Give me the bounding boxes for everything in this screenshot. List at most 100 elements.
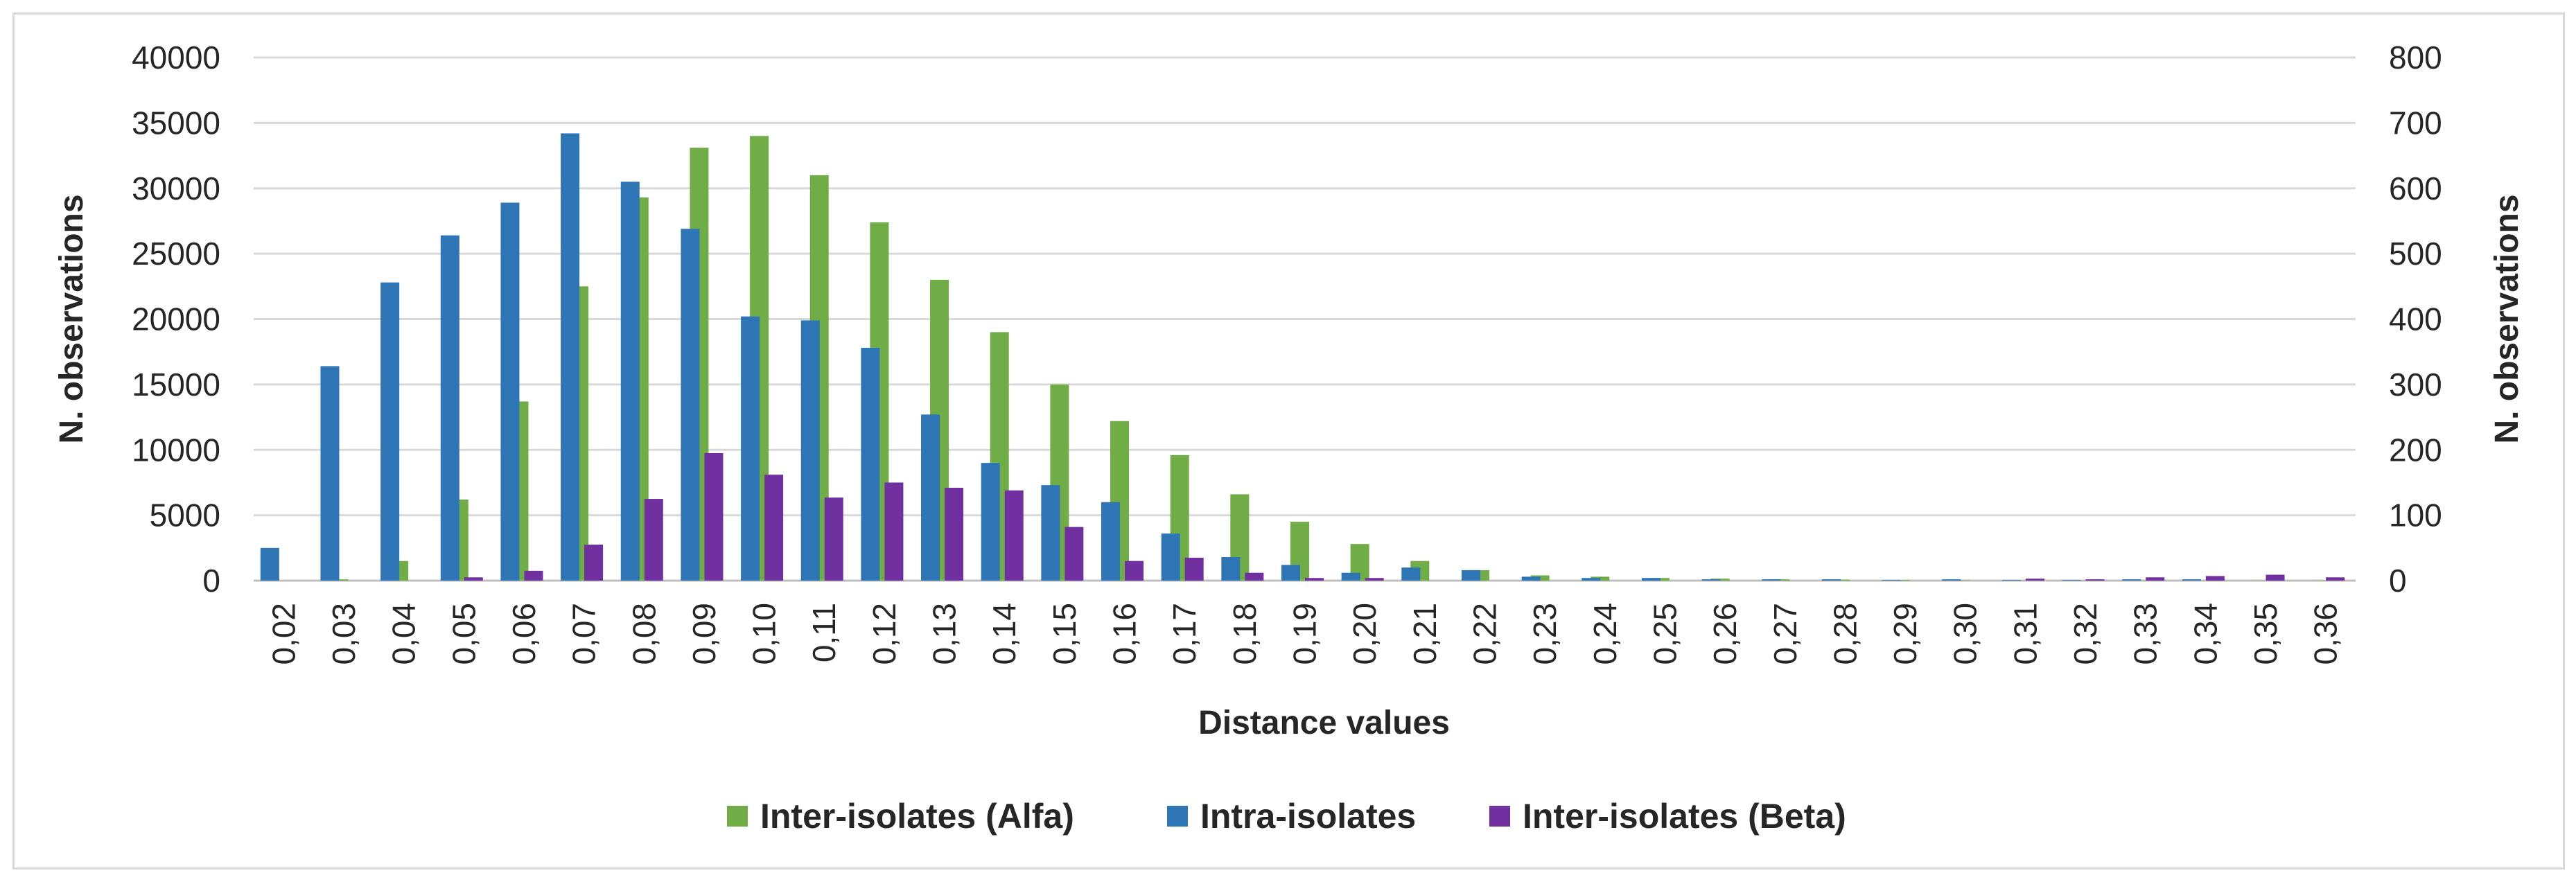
y-tick-right-label: 100 xyxy=(2389,497,2442,533)
bar xyxy=(2326,577,2345,581)
x-tick-label: 0,36 xyxy=(2308,603,2344,665)
bar xyxy=(1041,485,1060,581)
bar xyxy=(1365,578,1384,581)
legend: Inter-isolates (Alfa) Intra-isolates Inter… xyxy=(727,797,1846,836)
bar xyxy=(2266,574,2285,581)
bar xyxy=(1461,570,1480,581)
bar xyxy=(1184,557,1204,581)
bar xyxy=(584,545,604,581)
y-axis-left-title: N. observations xyxy=(53,194,90,443)
bar xyxy=(1341,572,1360,581)
y-tick-right-label: 600 xyxy=(2389,170,2442,206)
x-tick-label: 0,02 xyxy=(265,603,301,665)
bar xyxy=(1064,527,1084,581)
x-tick-label: 0,32 xyxy=(2067,603,2103,665)
x-tick-label: 0,19 xyxy=(1287,603,1323,665)
legend-label: Inter-isolates (Alfa) xyxy=(760,797,1074,836)
bar xyxy=(1221,557,1241,581)
x-axis-title: Distance values xyxy=(1198,705,1450,741)
x-tick-label: 0,03 xyxy=(326,603,362,665)
bar xyxy=(1641,578,1661,581)
bar xyxy=(440,235,459,581)
x-tick-label: 0,31 xyxy=(2007,603,2043,665)
bar xyxy=(1882,580,1901,581)
bar xyxy=(1125,561,1144,581)
x-tick-label: 0,20 xyxy=(1347,603,1383,665)
bar xyxy=(884,482,904,581)
bar xyxy=(1942,579,1961,581)
y-tick-left-label: 40000 xyxy=(132,39,220,76)
y-tick-left-label: 10000 xyxy=(132,432,220,468)
x-tick-label: 0,17 xyxy=(1166,603,1202,665)
bar xyxy=(2062,580,2081,581)
bar xyxy=(945,487,964,581)
y-tick-right-label: 200 xyxy=(2389,432,2442,468)
bars xyxy=(260,133,2345,581)
y-tick-right-label: 700 xyxy=(2389,105,2442,141)
bar xyxy=(861,348,880,581)
x-tick-label: 0,26 xyxy=(1707,603,1743,665)
bar xyxy=(2085,579,2105,581)
bar xyxy=(921,414,940,581)
bar xyxy=(260,547,279,581)
x-tick-label: 0,10 xyxy=(746,603,782,665)
y-tick-right-label: 0 xyxy=(2389,563,2407,599)
legend-swatch xyxy=(1489,806,1510,827)
bar xyxy=(2001,580,2021,581)
y-tick-left-label: 20000 xyxy=(132,301,220,337)
bar xyxy=(800,320,820,581)
bar xyxy=(561,133,580,581)
bar xyxy=(704,452,724,581)
x-tick-label: 0,12 xyxy=(866,603,902,665)
bar xyxy=(524,570,543,581)
y-tick-right-label: 300 xyxy=(2389,367,2442,403)
bar xyxy=(1581,578,1601,581)
bar xyxy=(500,202,520,581)
bar xyxy=(2025,579,2044,581)
bar xyxy=(2205,576,2225,581)
bar xyxy=(1305,578,1324,581)
x-tick-label: 0,25 xyxy=(1647,603,1683,665)
x-tick-label: 0,15 xyxy=(1046,603,1083,665)
x-tick-label: 0,08 xyxy=(626,603,662,665)
bar xyxy=(1821,579,1841,581)
x-tick-label: 0,33 xyxy=(2128,603,2164,665)
bar xyxy=(1521,576,1541,581)
x-tick-label: 0,14 xyxy=(986,603,1022,665)
y-tick-left-label: 35000 xyxy=(132,105,220,141)
x-tick-label: 0,30 xyxy=(1947,603,1983,665)
y-tick-left-label: 25000 xyxy=(132,236,220,272)
x-tick-label: 0,13 xyxy=(927,603,963,665)
bar xyxy=(1161,533,1180,581)
bar xyxy=(1701,579,1721,581)
y-tick-right-label: 400 xyxy=(2389,301,2442,337)
bar xyxy=(2182,579,2201,581)
bar xyxy=(2146,577,2165,581)
x-tick-label: 0,04 xyxy=(386,603,422,665)
legend-swatch xyxy=(1167,806,1188,827)
bar xyxy=(1004,490,1024,581)
x-tick-label: 0,24 xyxy=(1587,603,1623,665)
bar xyxy=(681,229,700,581)
x-tick-label: 0,28 xyxy=(1827,603,1863,665)
bar xyxy=(1762,579,1781,581)
bar xyxy=(2122,579,2141,581)
bar xyxy=(620,182,640,581)
x-tick-label: 0,35 xyxy=(2248,603,2284,665)
bar xyxy=(1281,565,1300,581)
x-tick-label: 0,11 xyxy=(806,603,842,662)
legend-label: Inter-isolates (Beta) xyxy=(1523,797,1846,836)
x-tick-label: 0,06 xyxy=(506,603,542,665)
x-tick-label: 0,05 xyxy=(446,603,482,665)
bar xyxy=(464,577,483,581)
x-tick-label: 0,21 xyxy=(1407,603,1443,665)
y-tick-right-label: 500 xyxy=(2389,236,2442,272)
bar xyxy=(764,475,784,581)
bar-chart: 0 0 5000 100 10000 200 15000 300 20000 400 25000 50… xyxy=(53,39,2525,836)
bar xyxy=(320,366,340,581)
y-axis-right-title: N. observations xyxy=(2489,194,2525,443)
bar xyxy=(824,497,843,581)
legend-swatch xyxy=(727,806,748,827)
bar xyxy=(1101,502,1121,581)
y-tick-left-label: 15000 xyxy=(132,367,220,403)
